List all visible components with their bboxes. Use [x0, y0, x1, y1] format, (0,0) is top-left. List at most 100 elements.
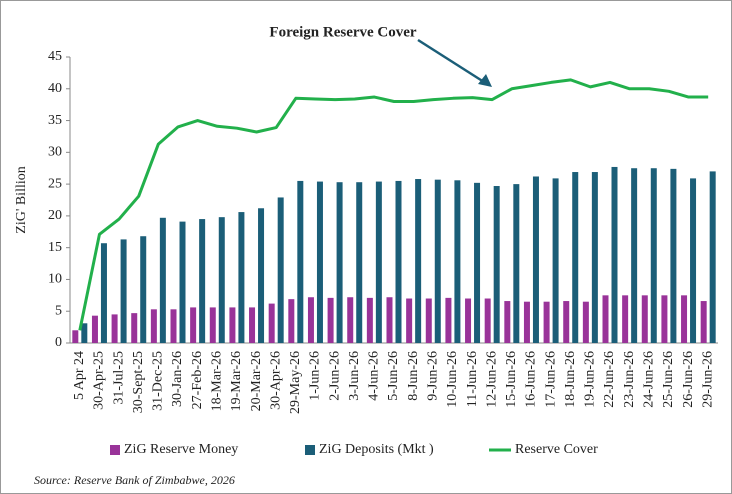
x-tick-label: 20-Mar-26 — [249, 351, 264, 411]
x-tick-label: 5 Apr 24 — [72, 351, 87, 400]
bar — [81, 323, 88, 343]
bar — [179, 221, 186, 343]
x-tick-label: 24-Jun-26 — [641, 351, 656, 408]
bar — [288, 299, 295, 343]
legend-label: ZiG Deposits (Mkt ) — [319, 442, 434, 457]
source: Source: Reserve Bank of Zimbabwe, 2026 — [34, 473, 235, 487]
bar — [661, 295, 668, 343]
bar — [375, 181, 382, 343]
bar — [513, 184, 520, 343]
bar — [602, 295, 609, 343]
bar — [670, 168, 677, 343]
chart-title: Foreign Reserve Cover — [269, 24, 417, 40]
x-tick-label: 29-May-26 — [288, 351, 303, 414]
bar — [140, 236, 147, 343]
x-tick-label: 26-Jun-26 — [681, 351, 696, 408]
bar — [277, 197, 284, 343]
bar — [190, 307, 197, 343]
bar — [316, 181, 323, 343]
bar — [532, 176, 539, 343]
bar — [415, 179, 422, 343]
x-tick-label: 30-Sept-25 — [131, 351, 146, 413]
bar — [131, 313, 138, 343]
bar — [681, 295, 688, 343]
x-tick-label: 31-Jul-25 — [111, 351, 126, 405]
bar — [523, 301, 530, 343]
bar — [336, 182, 343, 343]
y-tick-label: 15 — [48, 240, 62, 255]
x-tick-label: 17-Jun-26 — [543, 351, 558, 408]
x-tick-label: 11-Jun-26 — [465, 351, 480, 407]
bar — [111, 314, 118, 343]
arrow-head — [478, 74, 492, 87]
x-tick-label: 30-Apr-26 — [268, 351, 283, 410]
bar — [700, 301, 707, 343]
x-tick-label: 29-Jun-26 — [700, 351, 715, 408]
y-tick-label: 10 — [48, 272, 62, 287]
bar — [347, 297, 354, 343]
bar — [218, 217, 225, 343]
bar — [395, 180, 402, 343]
x-tick-label: 30-Apr-25 — [92, 351, 107, 410]
x-tick-label: 30-Jan-26 — [170, 351, 185, 407]
bar — [622, 295, 629, 343]
bar — [709, 171, 716, 343]
bar — [582, 301, 589, 343]
x-tick-label: 23-Jun-26 — [622, 351, 637, 408]
bar — [72, 330, 79, 343]
bar — [307, 297, 314, 343]
bar — [120, 239, 127, 343]
bar — [249, 307, 256, 343]
x-tick-label: 16-Jun-26 — [524, 351, 539, 408]
bar — [406, 298, 413, 343]
bar — [100, 243, 107, 343]
bar — [484, 298, 491, 343]
x-tick-label: 22-Jun-26 — [602, 351, 617, 408]
y-tick-label: 5 — [55, 303, 62, 318]
x-tick-label: 4-Jun-26 — [367, 351, 382, 401]
bar — [297, 180, 304, 343]
bar — [268, 303, 275, 343]
bar — [445, 297, 452, 343]
y-tick-label: 20 — [48, 208, 62, 223]
bar — [641, 295, 648, 343]
x-tick-label: 31-Dec-25 — [151, 351, 166, 411]
x-tick-label: 27-Feb-26 — [190, 351, 205, 409]
legend-swatch — [305, 445, 315, 455]
bar — [159, 217, 166, 343]
x-tick-label: 25-Jun-26 — [661, 351, 676, 408]
bar — [552, 178, 559, 343]
x-tick-label: 12-Jun-26 — [484, 351, 499, 408]
y-tick-label: 35 — [48, 113, 62, 128]
x-tick-label: 18-Jun-26 — [563, 351, 578, 408]
bar — [631, 168, 638, 343]
bar — [386, 297, 393, 343]
bar — [356, 182, 363, 343]
bar — [504, 301, 511, 343]
x-tick-label: 10-Jun-26 — [445, 351, 460, 408]
x-tick-label: 19-Mar-26 — [229, 351, 244, 411]
bar — [465, 298, 472, 343]
bar — [454, 180, 461, 343]
line — [78, 78, 709, 331]
bar — [434, 179, 441, 343]
y-tick-label: 0 — [55, 335, 62, 350]
bar — [690, 178, 697, 343]
bar — [229, 307, 236, 343]
bar — [170, 309, 177, 343]
bar — [238, 212, 245, 343]
legend-label: ZiG Reserve Money — [124, 442, 238, 457]
bar — [543, 301, 550, 343]
bar — [591, 172, 598, 343]
x-tick-label: 3-Jun-26 — [347, 351, 362, 401]
y-axis-label: ZiG' Billion — [14, 166, 29, 233]
bar — [650, 168, 657, 343]
y-tick-label: 30 — [48, 145, 62, 160]
bar — [474, 182, 481, 343]
y-tick-label: 25 — [48, 176, 62, 191]
bar — [150, 309, 157, 343]
annotation-arrow — [417, 38, 485, 84]
y-tick-label: 40 — [48, 81, 62, 96]
